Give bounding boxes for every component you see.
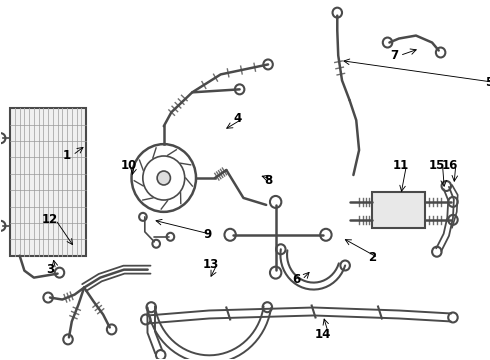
Text: 8: 8 (264, 174, 272, 186)
Text: 11: 11 (392, 158, 409, 172)
Text: 15: 15 (429, 158, 445, 172)
Text: 6: 6 (293, 273, 301, 286)
Text: 4: 4 (234, 112, 242, 125)
Bar (10, 108, 86, 256)
Bar (372, 192, 425, 228)
Text: 3: 3 (46, 263, 54, 276)
Text: 2: 2 (368, 251, 376, 264)
Text: 7: 7 (390, 49, 398, 62)
Text: 12: 12 (42, 213, 58, 226)
Text: 10: 10 (121, 158, 137, 172)
Text: 13: 13 (203, 258, 220, 271)
Text: 5: 5 (485, 76, 490, 89)
Text: 1: 1 (63, 149, 71, 162)
Text: 14: 14 (315, 328, 331, 341)
Circle shape (157, 171, 171, 185)
Text: 16: 16 (442, 158, 458, 172)
Text: 9: 9 (203, 228, 212, 241)
